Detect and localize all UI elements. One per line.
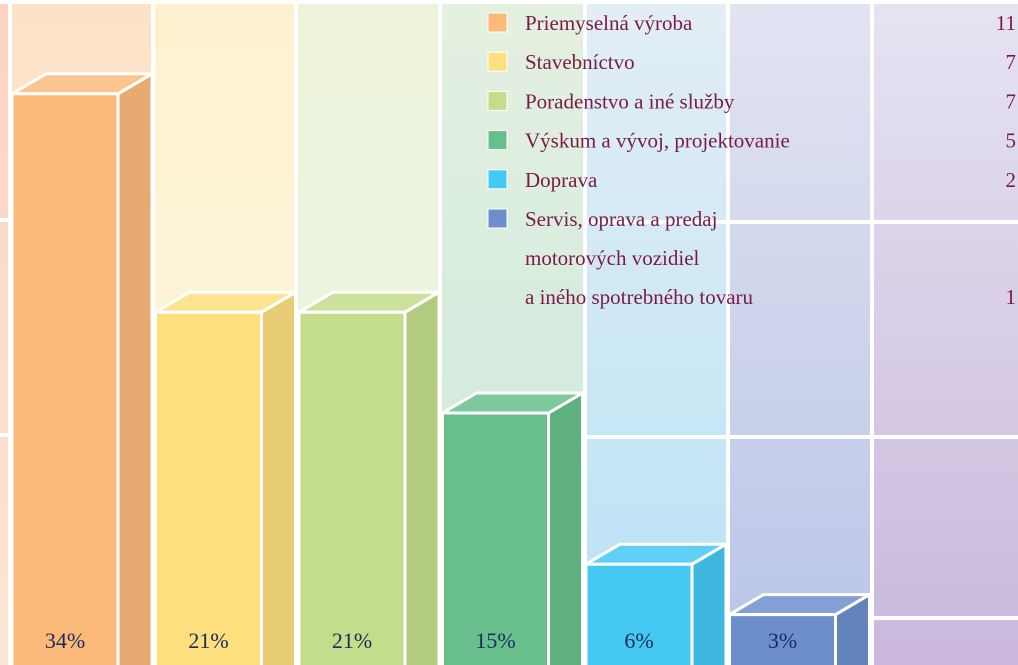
legend-swatch <box>487 169 508 190</box>
value-label: 6% <box>624 628 653 653</box>
bar-side <box>116 72 154 665</box>
legend-swatch <box>487 51 508 72</box>
legend-swatch <box>487 208 508 229</box>
value-label: 21% <box>332 628 372 653</box>
legend-swatch <box>487 90 508 111</box>
bar <box>584 542 728 665</box>
legend-count: 1 <box>1006 285 1017 309</box>
bar <box>441 391 584 665</box>
bar-front <box>10 92 120 665</box>
bar-front <box>584 562 694 665</box>
legend-count: 11 <box>996 11 1016 35</box>
legend-label: Stavebníctvo <box>525 50 635 74</box>
legend-count: 7 <box>1006 89 1017 113</box>
legend-count: 5 <box>1006 129 1017 153</box>
bar <box>154 290 297 665</box>
legend-label: Výskum a vývoj, projektovanie <box>525 129 790 153</box>
legend-label: Doprava <box>525 168 598 192</box>
legend-count: 2 <box>1006 168 1017 192</box>
bar <box>297 290 441 665</box>
value-label: 21% <box>188 628 228 653</box>
bar-front <box>728 613 837 665</box>
legend-label: Poradenstvo a iné služby <box>525 89 735 113</box>
legend-swatch <box>487 130 508 151</box>
bar-side <box>403 290 441 665</box>
value-label: 34% <box>45 628 85 653</box>
bar-side <box>547 391 584 665</box>
legend-label: Priemyselná výroba <box>525 11 693 35</box>
value-label: 15% <box>475 628 515 653</box>
bar <box>10 72 154 665</box>
bar-front <box>441 411 550 665</box>
bar-front <box>297 310 407 665</box>
bar-side <box>260 290 297 665</box>
legend-count: 7 <box>1006 50 1017 74</box>
legend-swatch <box>487 12 508 33</box>
legend-label: Servis, oprava a predaj motorových vozidi… <box>525 207 754 309</box>
bar-front <box>154 310 263 665</box>
bar <box>728 593 871 665</box>
value-label: 3% <box>768 628 797 653</box>
